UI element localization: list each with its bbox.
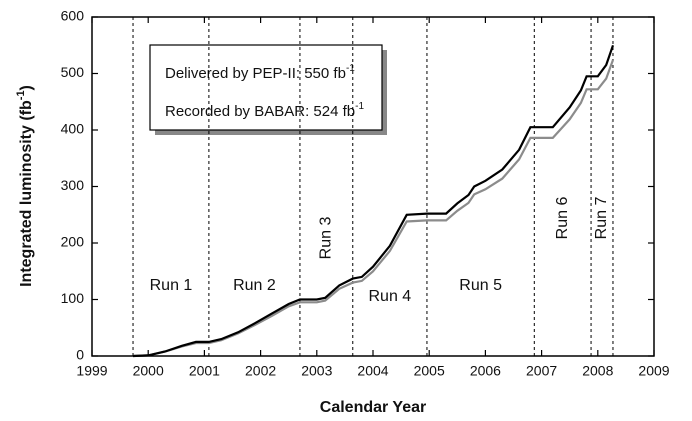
run-label: Run 7: [593, 197, 610, 240]
run-label: Run 5: [459, 277, 502, 294]
y-tick-label: 300: [61, 177, 85, 193]
x-tick-label: 1999: [76, 363, 107, 379]
legend-exponent: -1: [355, 101, 364, 112]
y-tick-label: 100: [61, 290, 85, 306]
legend-exponent: -1: [346, 63, 355, 74]
x-tick-label: 2004: [357, 363, 388, 379]
run-label: Run 3: [318, 217, 335, 260]
legend-box: [149, 44, 383, 131]
x-tick-label: 2003: [301, 363, 332, 379]
y-tick-label: 400: [61, 121, 85, 137]
x-tick-label: 2006: [470, 363, 501, 379]
run-label: Run 1: [150, 277, 193, 294]
x-axis-title: Calendar Year: [320, 399, 426, 416]
x-tick-label: 2001: [189, 363, 220, 379]
run-label: Run 4: [369, 288, 412, 305]
x-tick-label: 2009: [638, 363, 669, 379]
y-title-text: Integrated luminosity (fb: [18, 100, 35, 287]
y-tick-label: 200: [61, 234, 85, 250]
x-tick-label: 2000: [133, 363, 164, 379]
y-tick-label: 600: [61, 8, 85, 24]
y-axis-title: Integrated luminosity (fb-1): [15, 85, 35, 287]
run-label: Run 2: [233, 277, 276, 294]
series-line: [132, 44, 615, 358]
x-tick-label: 2002: [245, 363, 276, 379]
x-tick-label: 2008: [582, 363, 613, 379]
run-label: Run 6: [554, 197, 571, 240]
legend-text: Delivered by PEP-II: 550 fb: [165, 65, 346, 82]
x-tick-label: 2005: [414, 363, 445, 379]
legend-text: Recorded by BABAR: 524 fb: [165, 103, 355, 120]
x-tick-label: 2007: [526, 363, 557, 379]
y-title-text: ): [18, 85, 35, 90]
y-title-exponent: -1: [15, 90, 27, 100]
legend-entry: Recorded by BABAR: 524 fb-1: [165, 101, 364, 120]
y-tick-label: 500: [61, 64, 85, 80]
legend-entry: Delivered by PEP-II: 550 fb-1: [165, 63, 355, 82]
y-tick-label: 0: [76, 347, 84, 363]
